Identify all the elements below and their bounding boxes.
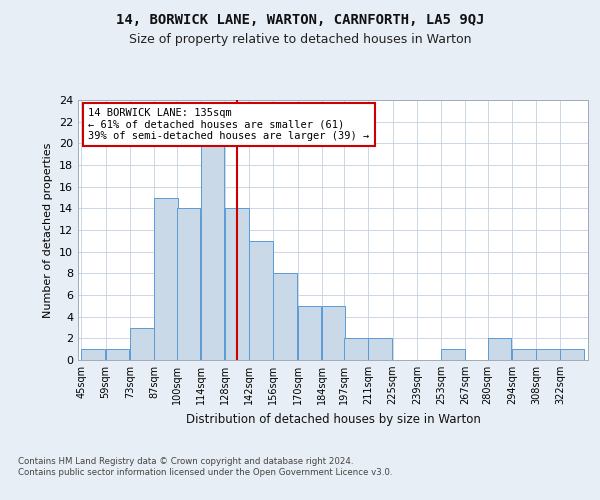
Bar bbox=[368, 338, 392, 360]
Bar bbox=[560, 349, 584, 360]
Bar bbox=[82, 349, 105, 360]
Text: 14 BORWICK LANE: 135sqm
← 61% of detached houses are smaller (61)
39% of semi-de: 14 BORWICK LANE: 135sqm ← 61% of detache… bbox=[88, 108, 370, 141]
Bar bbox=[344, 338, 368, 360]
Bar bbox=[225, 208, 248, 360]
Bar bbox=[488, 338, 511, 360]
Text: Distribution of detached houses by size in Warton: Distribution of detached houses by size … bbox=[185, 412, 481, 426]
Bar bbox=[298, 306, 321, 360]
Bar bbox=[512, 349, 536, 360]
Text: Contains HM Land Registry data © Crown copyright and database right 2024.
Contai: Contains HM Land Registry data © Crown c… bbox=[18, 458, 392, 477]
Bar bbox=[201, 144, 224, 360]
Y-axis label: Number of detached properties: Number of detached properties bbox=[43, 142, 53, 318]
Text: Size of property relative to detached houses in Warton: Size of property relative to detached ho… bbox=[129, 32, 471, 46]
Bar bbox=[536, 349, 560, 360]
Bar bbox=[274, 274, 297, 360]
Bar bbox=[176, 208, 200, 360]
Bar bbox=[322, 306, 346, 360]
Bar bbox=[249, 241, 273, 360]
Bar bbox=[441, 349, 465, 360]
Bar bbox=[130, 328, 154, 360]
Bar bbox=[106, 349, 130, 360]
Text: 14, BORWICK LANE, WARTON, CARNFORTH, LA5 9QJ: 14, BORWICK LANE, WARTON, CARNFORTH, LA5… bbox=[116, 12, 484, 26]
Bar bbox=[154, 198, 178, 360]
